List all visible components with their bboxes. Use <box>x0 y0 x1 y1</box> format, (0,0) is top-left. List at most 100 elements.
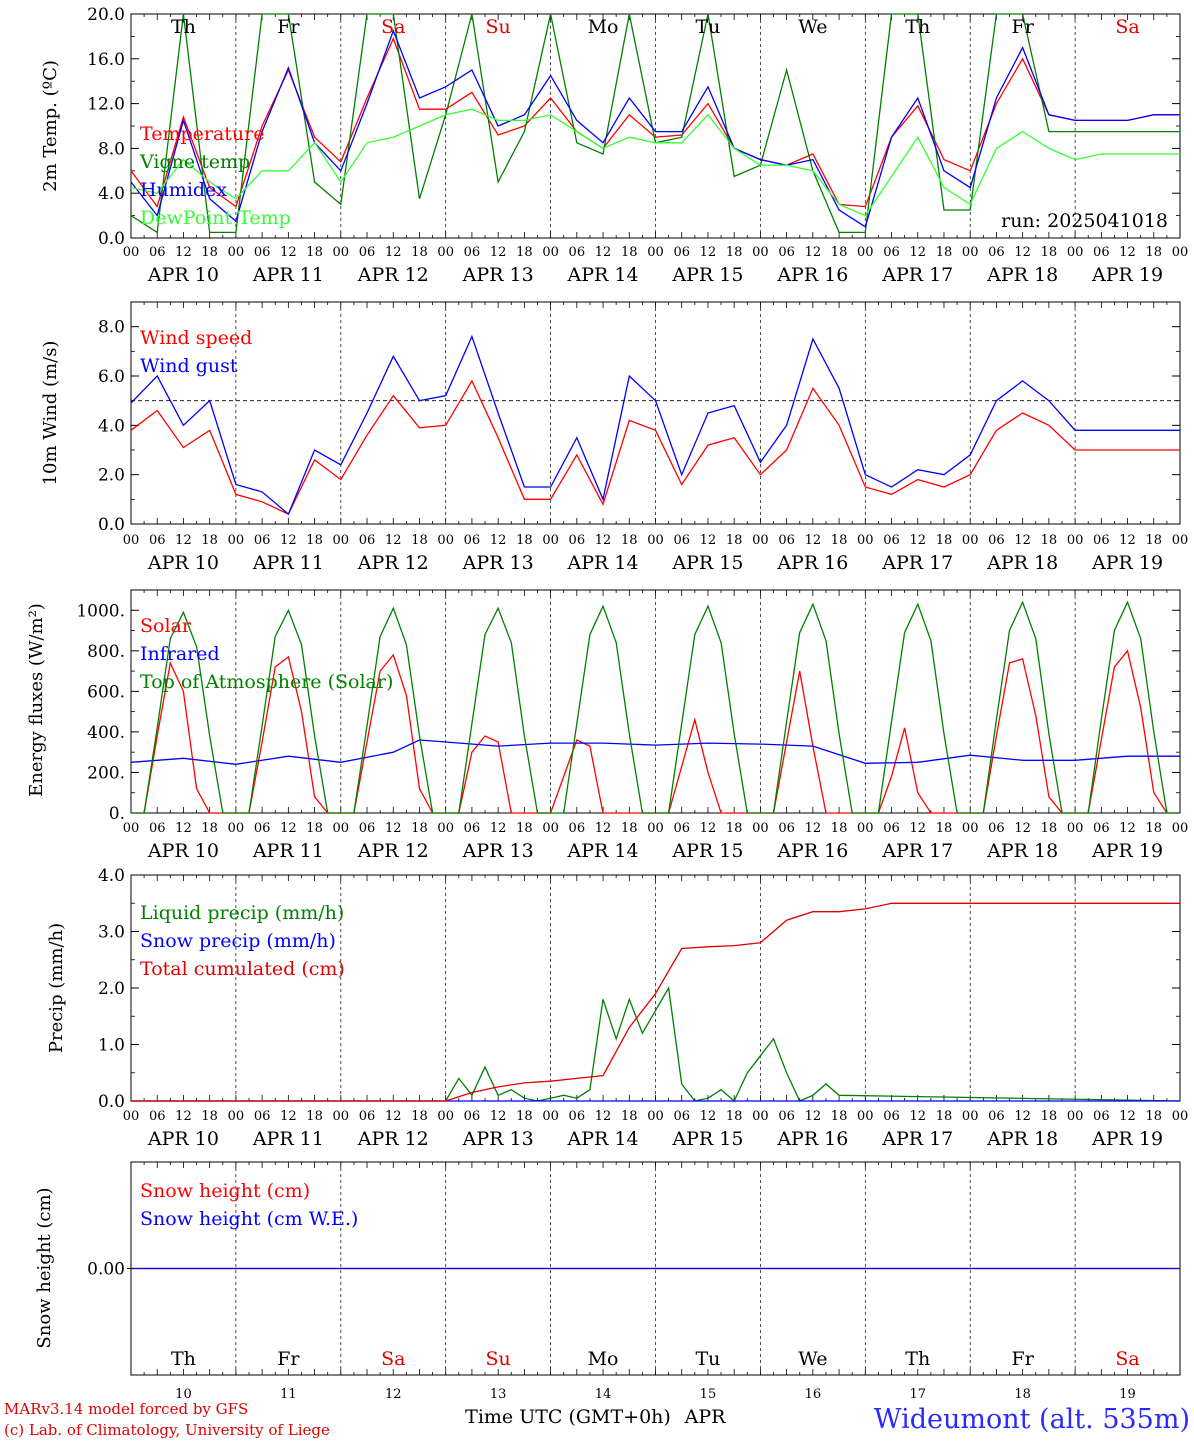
day-label: APR 19 <box>1091 840 1163 862</box>
hour-tick-label: 12 <box>909 533 926 548</box>
hour-tick-label: 00 <box>228 245 245 260</box>
y-tick-label: 0.0 <box>98 515 125 535</box>
hour-tick-label: 12 <box>175 821 192 836</box>
hour-tick-label: 00 <box>228 821 245 836</box>
hour-tick-label: 00 <box>647 533 664 548</box>
hour-tick-label: 18 <box>621 245 638 260</box>
hour-tick-label: 00 <box>333 821 350 836</box>
hour-tick-label: 18 <box>306 245 323 260</box>
series-line <box>130 334 1180 516</box>
day-label: APR 10 <box>147 840 219 862</box>
day-label: APR 16 <box>776 552 848 574</box>
hour-tick-label: 00 <box>1067 1109 1084 1124</box>
hour-tick-label: 00 <box>1067 533 1084 548</box>
hour-tick-label: 12 <box>1014 245 1031 260</box>
hour-tick-label: 12 <box>1119 533 1136 548</box>
panel-5: 0.00 Snow height (cm) Snow height (cm W.E.… <box>34 1161 1181 1376</box>
day-label: APR 15 <box>671 1128 743 1150</box>
legend-entry: Solar <box>140 615 192 637</box>
hour-tick-label: 18 <box>621 1109 638 1124</box>
hour-tick-label: 18 <box>1146 1109 1163 1124</box>
hour-tick-label: 06 <box>359 1109 376 1124</box>
hour-tick-label: 12 <box>490 1109 507 1124</box>
hour-tick-label: 00 <box>752 533 769 548</box>
hour-tick-label: 06 <box>254 533 271 548</box>
weekday-row-top: Th Fr Sa Su Mo Tu We Th Fr Sa <box>171 16 1140 38</box>
hour-tick-label: 18 <box>201 821 218 836</box>
hour-tick-label: 00 <box>647 245 664 260</box>
day-label: APR 18 <box>986 264 1058 286</box>
hour-tick-label: 12 <box>595 245 612 260</box>
weekday-label: Tu <box>695 16 720 38</box>
hour-tick-label: 06 <box>149 1109 166 1124</box>
hour-tick-label: 18 <box>516 1109 533 1124</box>
hour-tick-label: 06 <box>464 821 481 836</box>
weekday-label: Su <box>486 1348 511 1370</box>
y-tick-label: 0.0 <box>98 1092 125 1112</box>
hour-tick-label: 06 <box>778 533 795 548</box>
weekday-label: We <box>798 1348 827 1370</box>
day-label: APR 16 <box>776 264 848 286</box>
weekday-label: Su <box>486 16 511 38</box>
hour-tick-label: 06 <box>673 533 690 548</box>
hour-tick-label: 12 <box>280 821 297 836</box>
day-label: APR 10 <box>147 264 219 286</box>
day-label: APR 14 <box>567 840 639 862</box>
hour-tick-label: 12 <box>700 533 717 548</box>
hour-tick-label: 18 <box>936 533 953 548</box>
day-number: 14 <box>595 1387 612 1402</box>
panel-1: 0.0 4.0 8.0 12.0 16.0 20.0 Temperature Vigne te… <box>40 5 1188 286</box>
hour-tick-label: 00 <box>962 821 979 836</box>
y-tick-label: 0.00 <box>87 1260 125 1280</box>
hour-tick-label: 12 <box>1014 821 1031 836</box>
weekday-label: Mo <box>588 16 619 38</box>
hour-tick-label: 00 <box>1172 821 1189 836</box>
hour-tick-label: 12 <box>1119 245 1136 260</box>
legend-entry: Wind gust <box>140 355 238 377</box>
x-axis-month: APR <box>684 1406 727 1428</box>
hour-tick-label: 00 <box>962 1109 979 1124</box>
hour-tick-label: 06 <box>778 821 795 836</box>
hour-tick-label: 06 <box>464 1109 481 1124</box>
legend-entry: Snow height (cm) <box>140 1180 310 1202</box>
day-label: APR 13 <box>462 552 534 574</box>
legend-entry: DewPoint Temp <box>140 207 291 229</box>
hour-tick-label: 12 <box>490 245 507 260</box>
hour-tick-label: 12 <box>700 821 717 836</box>
hour-tick-label: 00 <box>647 1109 664 1124</box>
hour-tick-label: 06 <box>883 533 900 548</box>
y-tick-label: 4.0 <box>98 416 125 436</box>
hour-tick-label: 00 <box>123 533 140 548</box>
y-tick-label: 1000. <box>76 601 125 621</box>
hour-tick-label: 06 <box>359 821 376 836</box>
day-label: APR 18 <box>986 840 1058 862</box>
hour-tick-label: 00 <box>542 245 559 260</box>
day-label: APR 15 <box>671 840 743 862</box>
day-label: APR 11 <box>252 552 324 574</box>
day-label: APR 15 <box>671 552 743 574</box>
hour-tick-label: 18 <box>726 533 743 548</box>
hour-tick-label: 12 <box>1119 1109 1136 1124</box>
weekday-label: Tu <box>695 1348 720 1370</box>
hour-tick-label: 12 <box>805 821 822 836</box>
legend-entry: Top of Atmosphere (Solar) <box>140 671 393 693</box>
hour-tick-label: 00 <box>647 821 664 836</box>
hour-tick-label: 18 <box>411 821 428 836</box>
series-line <box>130 739 1180 765</box>
hour-tick-label: 18 <box>516 821 533 836</box>
legend-entry: Total cumulated (cm) <box>140 958 345 980</box>
day-label: APR 19 <box>1091 264 1163 286</box>
hour-tick-label: 06 <box>254 821 271 836</box>
day-label: APR 13 <box>462 840 534 862</box>
weekday-label: We <box>798 16 827 38</box>
hour-tick-label: 18 <box>201 245 218 260</box>
y-tick-label: 400. <box>87 723 125 743</box>
hour-tick-label: 06 <box>149 245 166 260</box>
hour-tick-label: 18 <box>411 245 428 260</box>
hour-tick-label: 06 <box>1093 533 1110 548</box>
weekday-label: Sa <box>1115 16 1139 38</box>
weekday-label: Th <box>171 1348 196 1370</box>
legend-entry: Snow height (cm W.E.) <box>140 1208 358 1230</box>
